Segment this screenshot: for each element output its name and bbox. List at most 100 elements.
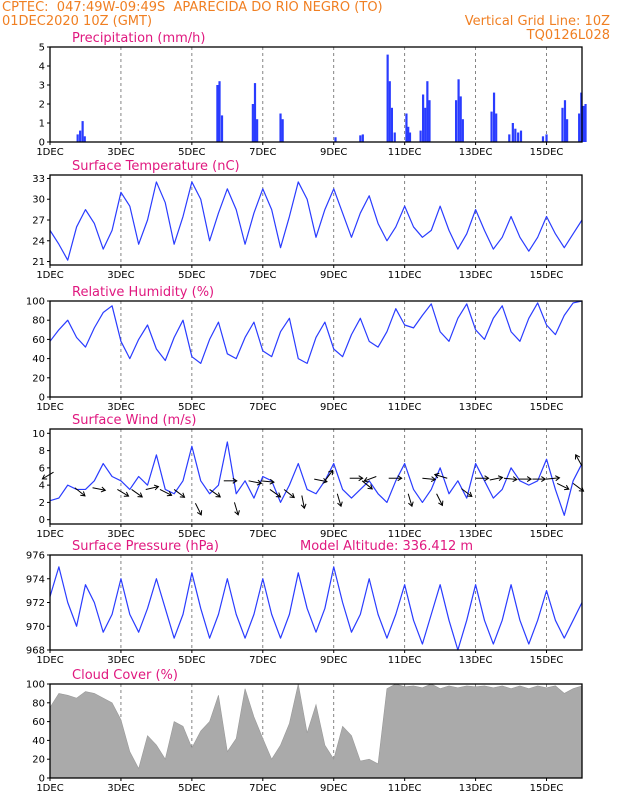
y-tick-label: 20 [32,373,45,384]
y-tick-label: 60 [32,335,45,346]
y-tick-label: 80 [32,316,45,327]
header-grid-note: Vertical Grid Line: 10Z [464,14,610,29]
wind-arrow [223,477,238,484]
x-tick-label: 15DEC [530,783,564,794]
y-tick-label: 100 [26,297,45,308]
precip-bar [79,130,82,142]
y-tick-label: 968 [26,646,45,657]
x-tick-label: 11DEC [388,147,422,158]
precip-bar [580,92,583,142]
panel-title: Surface Temperature (nC) [72,159,240,174]
y-tick-label: 60 [32,717,45,728]
series-line [49,181,583,261]
wind-arrow [194,503,203,516]
precip-bar [563,100,567,142]
precip-bar [81,121,84,142]
precip-bar [545,134,548,142]
panel-1: 0 1 2 3 4 5 1DEC 3DEC 5DEC 7DEC 9DEC 11DEC 13DEC 15DE… [36,31,587,158]
wind-arrow [131,489,143,498]
wind-arrow [422,476,437,483]
wind-arrow [433,472,448,479]
wind-arrow [336,493,343,508]
precip-bar [361,134,364,142]
precip-bar [519,130,523,142]
wind-arrow [314,478,328,484]
y-tick-label: 5 [39,43,45,54]
precip-bar [359,135,362,142]
wind-arrow [233,502,240,516]
x-tick-label: 5DEC [178,147,205,158]
x-tick-label: 3DEC [107,783,134,794]
x-tick-label: 1DEC [36,529,63,540]
precip-bar [511,123,514,142]
wind-arrow [556,482,570,491]
x-tick-label: 1DEC [36,270,63,281]
panel-frame [49,300,583,398]
precip-bar [492,92,496,142]
y-tick-label: 10 [32,429,45,440]
x-tick-label: 7DEC [249,270,276,281]
wind-arrow [461,488,473,497]
wind-arrow [248,479,263,486]
panel-title: Cloud Cover (%) [72,668,178,683]
x-tick-label: 3DEC [107,402,134,413]
y-tick-label: 1 [39,119,45,130]
wind-arrow [532,476,547,483]
x-tick-label: 11DEC [388,783,422,794]
precip-bar [582,105,585,142]
wind-arrow [260,478,275,485]
precip-bar [256,119,259,142]
x-tick-label: 7DEC [249,147,276,158]
wind-arrow [300,495,307,510]
x-tick-label: 5DEC [178,402,205,413]
x-tick-label: 9DEC [320,529,347,540]
x-tick-label: 13DEC [459,402,493,413]
wind-arrow [361,480,373,490]
x-tick-label: 11DEC [388,402,422,413]
precip-bar [461,119,464,142]
precip-bar [495,113,498,142]
x-tick-label: 9DEC [320,655,347,666]
wind-arrow [209,489,222,498]
precip-bar [561,107,564,142]
precip-bar [281,119,284,142]
y-tick-label: 2 [39,100,45,111]
y-tick-label: 27 [32,216,45,227]
y-tick-label: 972 [26,598,45,609]
precip-bar [334,137,337,142]
precip-bar [408,132,412,142]
header-date: 01DEC2020 10Z (GMT) [2,14,153,29]
precip-bar [83,136,86,142]
precip-bar [490,111,493,142]
panel-title: Surface Pressure (hPa) [72,539,219,554]
precip-bar [517,132,520,142]
y-tick-label: 0 [39,138,45,149]
precip-bar [428,100,431,142]
wind-arrow [283,489,295,499]
y-tick-label: 33 [32,174,45,185]
series-line [49,300,583,364]
y-tick-label: 40 [32,354,45,365]
x-tick-label: 7DEC [249,402,276,413]
y-tick-label: 0 [39,393,45,404]
x-tick-label: 13DEC [459,270,493,281]
precip-bar [251,104,254,142]
y-tick-label: 8 [39,446,45,457]
y-tick-label: 3 [39,81,45,92]
y-tick-label: 6 [39,463,45,474]
wind-arrow [269,489,282,498]
y-tick-label: 100 [26,680,45,691]
panel-title: Surface Wind (m/s) [72,413,196,428]
wind-arrow [363,476,377,483]
panel-frame [49,428,583,525]
precip-bar [405,113,408,142]
x-tick-label: 3DEC [107,147,134,158]
precip-bar [216,85,219,142]
precip-bar [454,100,458,142]
panel-title: Relative Humidity (%) [72,285,214,300]
x-tick-label: 9DEC [320,147,347,158]
panel-2: 21 24 27 30 33 1DEC 3DEC 5DEC 7DEC 9DEC 11DEC 13DEC… [32,159,583,281]
panel-3: 0 20 40 60 80 100 1DEC 3DEC 5DEC 7DEC 9DEC 11DEC 13D… [26,285,583,413]
x-tick-label: 15DEC [530,655,564,666]
